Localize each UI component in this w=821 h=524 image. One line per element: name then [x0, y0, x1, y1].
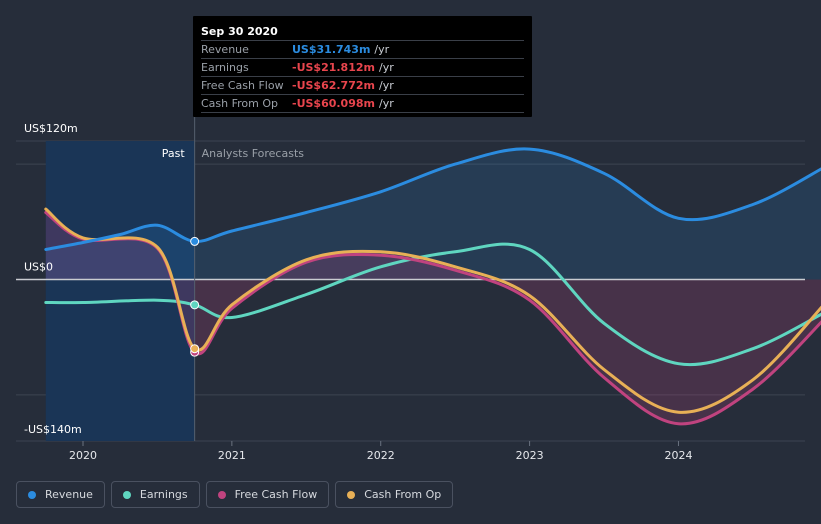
legend-label: Free Cash Flow	[234, 488, 318, 501]
earnings-line	[44, 242, 821, 367]
x-tick-label: 2024	[664, 449, 692, 462]
tooltip-row: Cash From Op -US$60.098m/yr	[201, 94, 524, 113]
tooltip-row-unit: /yr	[378, 61, 394, 74]
earnings-marker	[190, 300, 200, 310]
x-tick-label: 2023	[516, 449, 544, 462]
tooltip-row-value: -US$62.772m	[292, 79, 375, 92]
x-tick-label: 2021	[218, 449, 246, 462]
x-tick-label: 2020	[69, 449, 97, 462]
legend: Revenue Earnings Free Cash Flow Cash From O…	[16, 481, 454, 508]
cash-from-op-marker	[190, 344, 200, 354]
free-cash-flow-area	[45, 212, 821, 424]
cash-from-op-line	[44, 207, 821, 414]
y-axis-zero-label: US$0	[24, 260, 53, 273]
legend-dot-icon	[347, 490, 356, 499]
tooltip-row: Free Cash Flow -US$62.772m/yr	[201, 76, 524, 94]
y-axis-top-label: US$120m	[24, 122, 78, 135]
legend-item-revenue[interactable]: Revenue	[16, 481, 105, 508]
revenue-area	[45, 148, 821, 280]
hover-markers	[190, 236, 200, 357]
tooltip: Sep 30 2020 Revenue US$31.743m/yr Earnings…	[193, 16, 532, 117]
x-tick-label: 2022	[367, 449, 395, 462]
legend-dot-icon	[122, 490, 131, 499]
tooltip-row-label: Free Cash Flow	[201, 79, 284, 92]
legend-item-free-cash-flow[interactable]: Free Cash Flow	[205, 481, 330, 508]
past-label: Past	[162, 147, 186, 160]
legend-dot-icon	[217, 490, 226, 499]
legend-item-cash-from-op[interactable]: Cash From Op	[335, 481, 454, 508]
tooltip-row-value: -US$60.098m	[292, 97, 375, 110]
series-lines	[44, 147, 821, 426]
x-axis-ticks: 2020 2021 2022 2023 2024	[69, 441, 692, 462]
legend-label: Revenue	[45, 488, 93, 501]
tooltip-row-value: US$31.743m	[292, 43, 371, 56]
tooltip-row-label: Earnings	[201, 61, 249, 74]
tooltip-row: Earnings -US$21.812m/yr	[201, 58, 524, 76]
forecast-label: Analysts Forecasts	[202, 147, 305, 160]
revenue-line	[44, 147, 821, 251]
tooltip-row-unit: /yr	[378, 97, 394, 110]
tooltip-date: Sep 30 2020	[201, 25, 278, 38]
tooltip-row-unit: /yr	[374, 43, 390, 56]
legend-label: Cash From Op	[364, 488, 442, 501]
areas	[45, 148, 821, 424]
legend-label: Earnings	[139, 488, 188, 501]
tooltip-rows: Revenue US$31.743m/yr Earnings -US$21.812m /…	[201, 40, 524, 113]
revenue-marker	[190, 236, 200, 246]
legend-dot-icon	[28, 490, 36, 499]
tooltip-row-value: -US$21.812m	[292, 61, 375, 74]
tooltip-row-label: Revenue	[201, 43, 249, 56]
past-region	[45, 141, 195, 441]
tooltip-row-unit: /yr	[378, 79, 394, 92]
tooltip-row: Revenue US$31.743m/yr	[201, 40, 524, 58]
y-axis-bottom-label: -US$140m	[24, 423, 82, 436]
tooltip-row-label: Cash From Op	[201, 97, 279, 110]
legend-item-earnings[interactable]: Earnings	[110, 481, 200, 508]
